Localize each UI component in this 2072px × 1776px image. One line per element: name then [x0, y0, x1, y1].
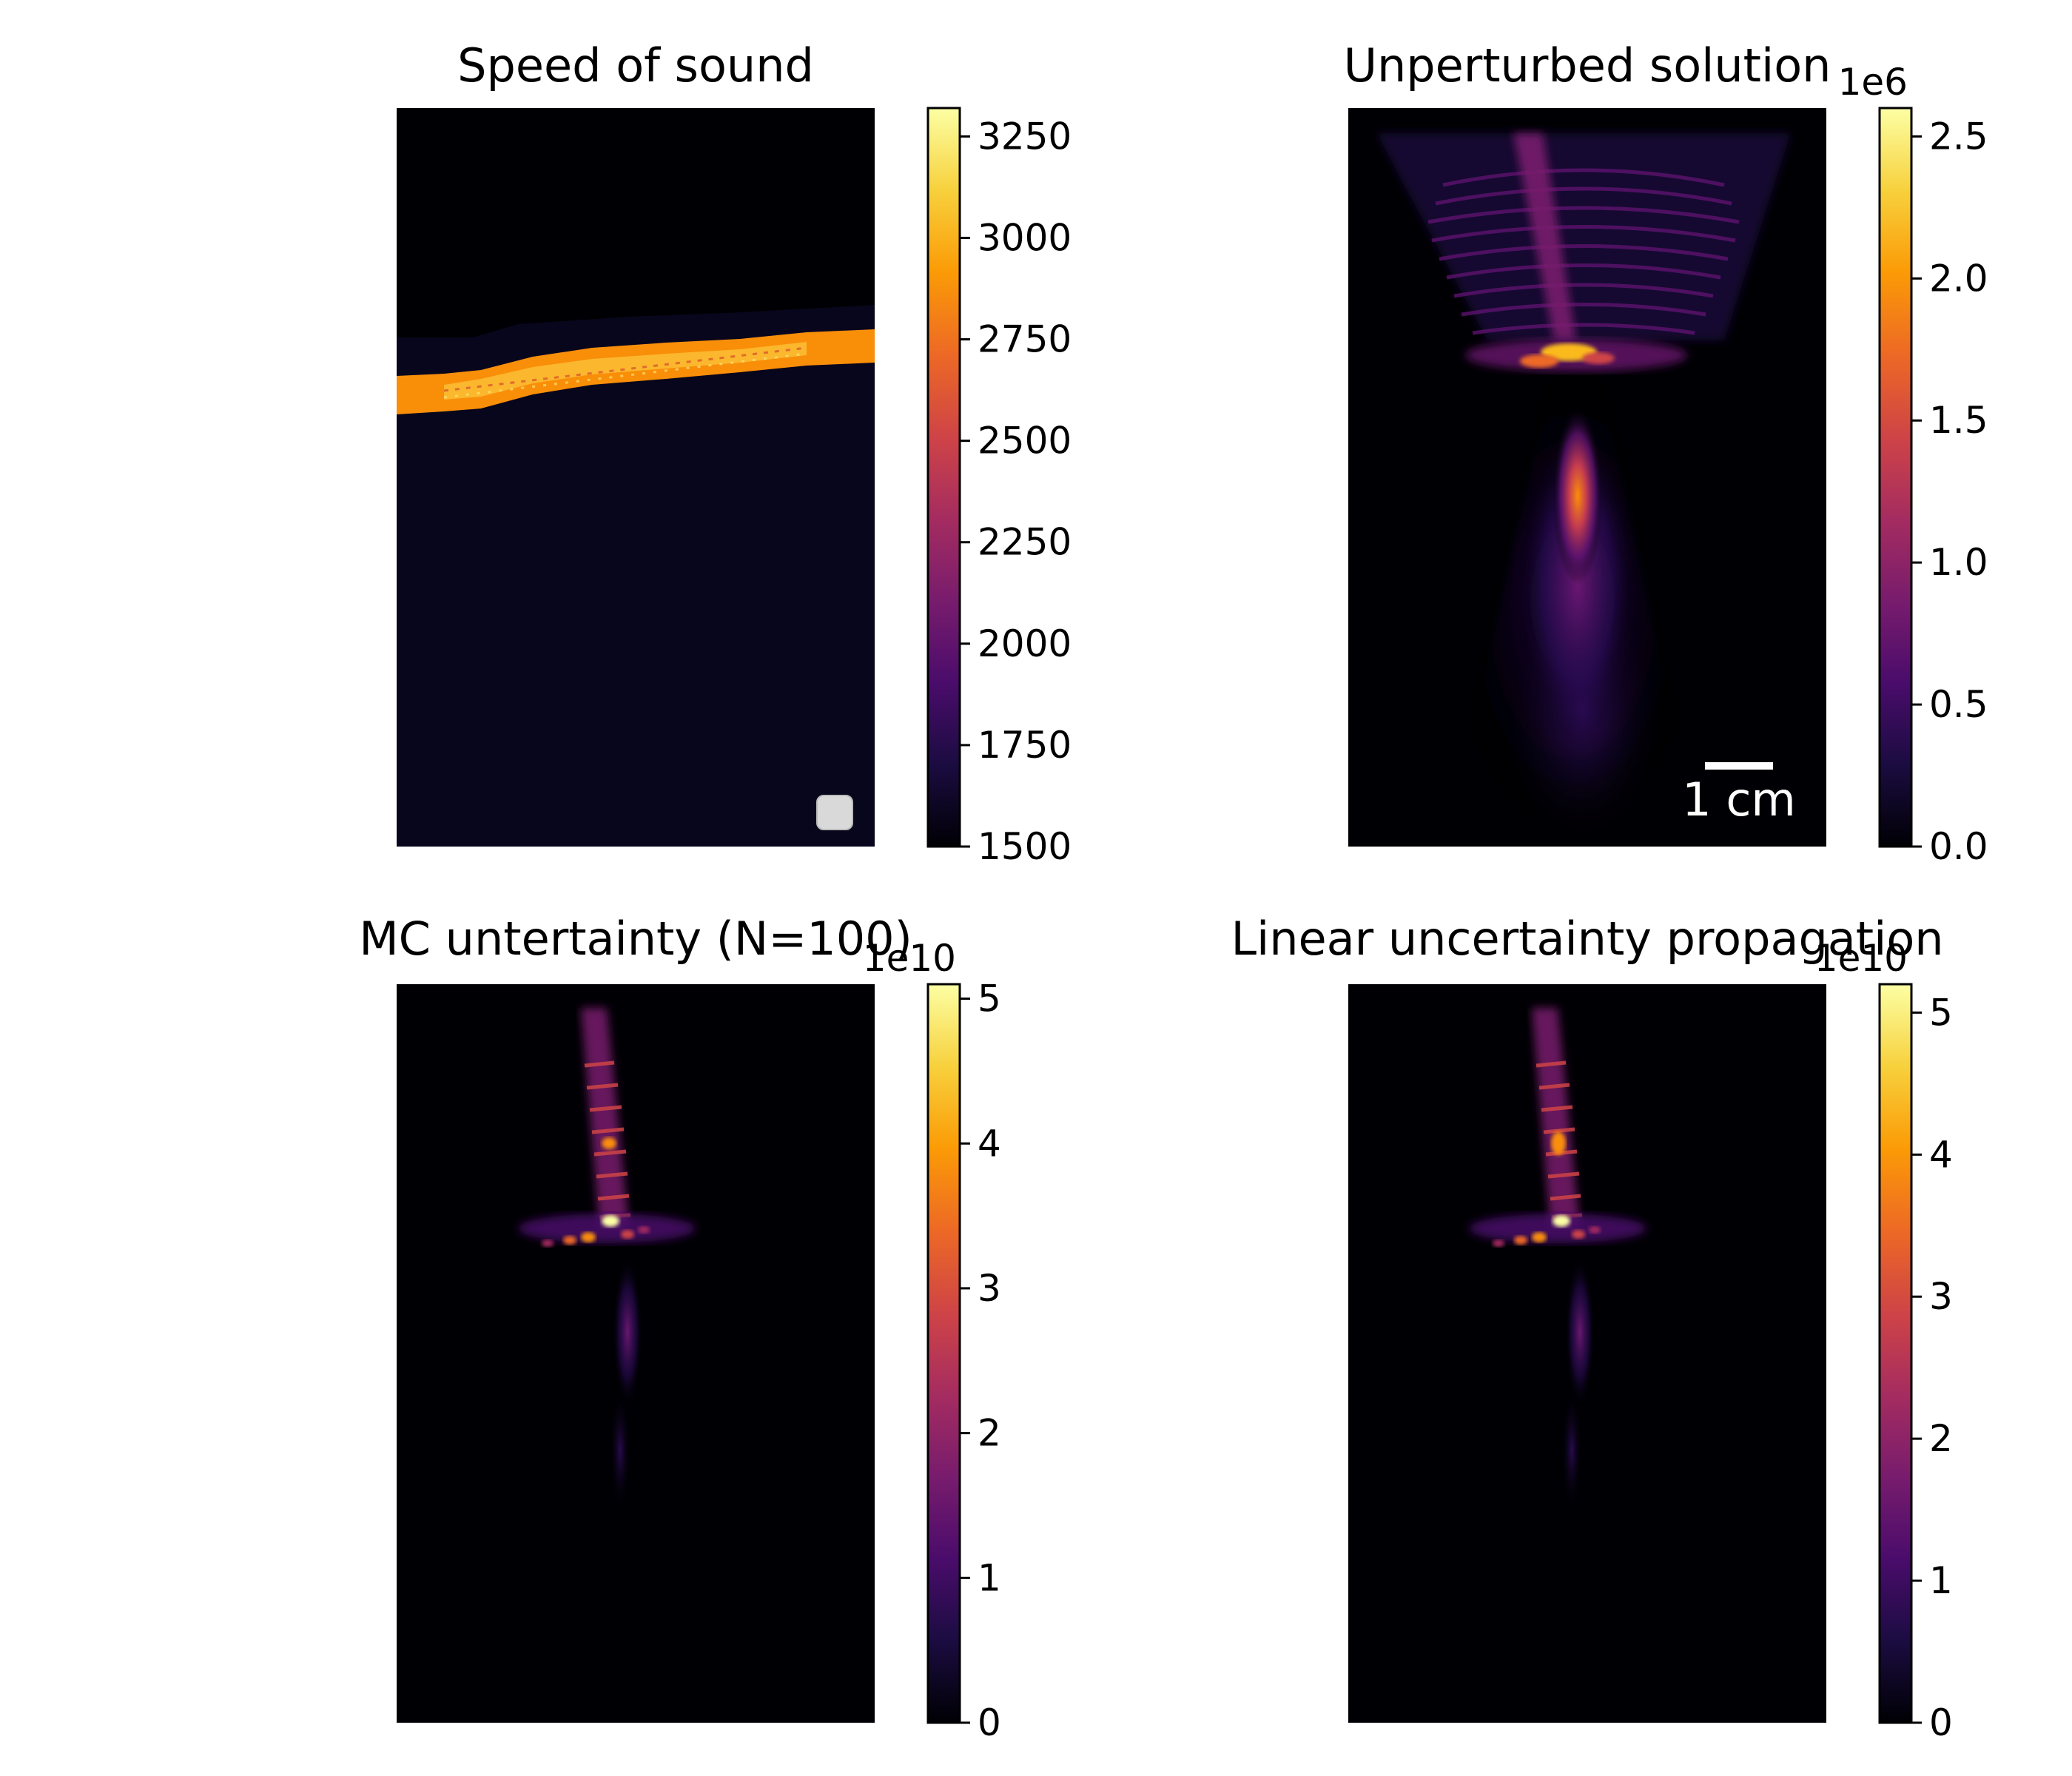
colorbar-tick-label: 5 [1929, 991, 1953, 1034]
wavefront-arcs [1427, 168, 1740, 335]
colorbar-tick-label: 1 [1929, 1559, 1953, 1602]
colorbar-offset-label: 1e10 [1814, 937, 1908, 980]
colorbar-tick-label: 2750 [978, 318, 1072, 361]
heatmap-image [397, 108, 875, 847]
colorbar-tick-label: 0.5 [1929, 683, 1988, 726]
colorbar-ticks: 0 1 2 3 4 5 [960, 978, 1001, 1744]
colorbar-gradient [1878, 983, 1913, 1724]
heatmap-image [1348, 984, 1826, 1723]
skull-interface-glow [518, 1214, 696, 1243]
colorbar-tick-label: 2250 [978, 521, 1072, 564]
heatmap-image [397, 984, 875, 1723]
skull-interface-glow [1469, 1214, 1646, 1243]
colorbar-tick-label: 2.0 [1929, 257, 1988, 300]
colorbar-tick-label: 2000 [978, 622, 1072, 665]
colorbar-tick-label: 1750 [978, 724, 1072, 767]
colorbar-tick-label: 4 [1929, 1133, 1953, 1176]
colorbar-tick-label: 4 [978, 1122, 1001, 1165]
heatmap-image: 1 cm [1348, 108, 1826, 847]
colorbar-gradient [1878, 107, 1913, 848]
colorbar-tick-label: 0 [978, 1701, 1001, 1744]
lower-tissue-region [397, 305, 875, 847]
colorbar-ticks: 0.0 0.5 1.0 1.5 2.0 2.5 [1911, 115, 1988, 868]
skull-hotspots [1493, 1215, 1601, 1247]
panel-unperturbed-solution: Unperturbed solution [1344, 38, 1988, 868]
skull-hotspot-3 [1582, 352, 1615, 364]
main-lobe-focus [1553, 407, 1603, 585]
lower-tail [1561, 1391, 1582, 1510]
beam-hotspot [602, 1137, 616, 1149]
skull-hotspot-2 [1520, 354, 1558, 368]
rounded-square-icon [816, 795, 853, 830]
colorbar-tick-label: 1500 [978, 825, 1072, 868]
colorbar: 0 1 2 3 4 5 1e10 [863, 937, 1001, 1744]
panel-mc-uncertainty: MC untertainty (N=100) [359, 912, 1001, 1744]
colorbar-tick-label: 0.0 [1929, 825, 1988, 868]
colorbar-tick-label: 5 [978, 978, 1001, 1020]
colorbar-offset-label: 1e10 [863, 937, 956, 980]
panel-title: Unperturbed solution [1344, 38, 1832, 92]
colorbar-tick-label: 3250 [978, 115, 1072, 158]
colorbar-ticks: 0 1 2 3 4 5 [1911, 991, 1953, 1744]
colorbar-tick-label: 3 [1929, 1275, 1953, 1318]
lower-lobe [613, 1258, 642, 1406]
panel-title: Speed of sound [457, 38, 814, 92]
panel-title: Linear uncertainty propagation [1231, 912, 1943, 966]
colorbar-tick-label: 2500 [978, 420, 1072, 462]
skull-hotspots [542, 1215, 650, 1247]
panel-title: MC untertainty (N=100) [359, 912, 912, 966]
colorbar-gradient [926, 107, 961, 848]
colorbar: 0.0 0.5 1.0 1.5 2.0 2.5 1e6 [1838, 61, 1988, 868]
colorbar-tick-label: 0 [1929, 1701, 1953, 1744]
colorbar-ticks: 1500 1750 2000 2250 2500 2750 3000 3250 [960, 115, 1072, 868]
colorbar-tick-label: 2 [978, 1412, 1001, 1455]
lower-tail [610, 1391, 630, 1510]
upper-wave-fan [1376, 133, 1791, 340]
colorbar-offset-label: 1e6 [1838, 61, 1908, 104]
upper-beam [1513, 133, 1576, 340]
panel-linear-uncertainty: Linear uncertainty propagation [1231, 912, 1952, 1744]
colorbar-tick-label: 2 [1929, 1417, 1953, 1460]
colorbar-tick-label: 1.0 [1929, 541, 1988, 584]
colorbar-tick-label: 2.5 [1929, 115, 1988, 158]
scale-bar-label: 1 cm [1682, 773, 1796, 827]
colorbar: 1500 1750 2000 2250 2500 2750 3000 3250 [926, 107, 1072, 868]
colorbar-tick-label: 1 [978, 1556, 1001, 1599]
skull-band-core [444, 342, 807, 400]
beam-hotspot [1551, 1131, 1566, 1155]
lower-lobe [1565, 1258, 1595, 1406]
colorbar-tick-label: 3 [978, 1267, 1001, 1310]
colorbar: 0 1 2 3 4 5 1e10 [1814, 937, 1953, 1744]
colorbar-tick-label: 3000 [978, 216, 1072, 259]
colorbar-tick-label: 1.5 [1929, 399, 1988, 442]
panel-speed-of-sound: Speed of sound 1500 1750 2000 2250 2500 2750 3… [397, 38, 1072, 868]
scale-bar [1705, 762, 1773, 770]
colorbar-gradient [926, 983, 961, 1724]
